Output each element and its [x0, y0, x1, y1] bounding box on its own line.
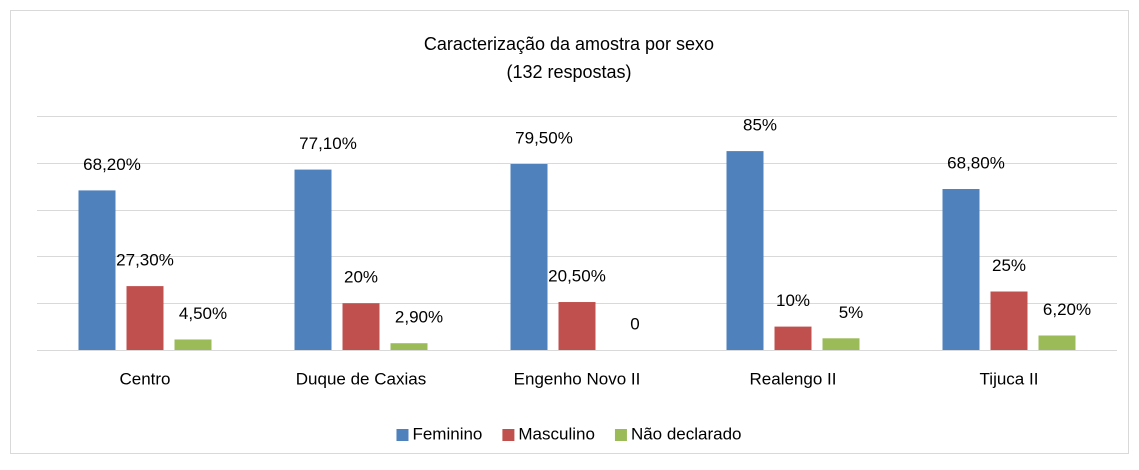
bar [174, 339, 212, 350]
bar [774, 326, 812, 350]
bar [510, 163, 548, 350]
chart-border [10, 10, 1129, 454]
legend-label: Masculino [518, 424, 595, 443]
legend-label: Não declarado [631, 424, 742, 443]
bar [822, 338, 860, 350]
x-tick-label: Tijuca II [980, 369, 1039, 388]
x-tick-label: Realengo II [750, 369, 837, 388]
data-label: 77,10% [299, 134, 357, 153]
data-label: 20,50% [548, 267, 606, 286]
data-label: 2,90% [395, 308, 443, 327]
data-label: 4,50% [179, 304, 227, 323]
bar [1038, 335, 1076, 350]
legend-label: Feminino [412, 424, 482, 443]
chart-subtitle: (132 respostas) [506, 62, 631, 82]
bar [726, 151, 764, 350]
bar [990, 291, 1028, 350]
bar [558, 302, 596, 350]
bar [342, 303, 380, 350]
bar [390, 343, 428, 350]
legend-swatch [396, 429, 409, 441]
x-tick-label: Centro [119, 369, 170, 388]
x-tick-label: Duque de Caxias [296, 369, 426, 388]
x-tick-label: Engenho Novo II [514, 369, 641, 388]
data-label: 5% [839, 303, 864, 322]
data-label: 25% [992, 256, 1026, 275]
data-label: 68,80% [947, 153, 1005, 172]
data-label: 20% [344, 268, 378, 287]
bar [942, 189, 980, 350]
data-label: 68,20% [83, 155, 141, 174]
legend-swatch [614, 429, 627, 441]
bar [78, 190, 116, 350]
legend-swatch [502, 429, 515, 441]
bar [126, 286, 164, 350]
data-label: 27,30% [116, 251, 174, 270]
data-label: 85% [743, 116, 777, 135]
chart-title: Caracterização da amostra por sexo [424, 34, 714, 54]
data-label: 10% [776, 291, 810, 310]
bar [294, 169, 332, 350]
data-label: 6,20% [1043, 300, 1091, 319]
data-label: 79,50% [515, 128, 573, 147]
data-label: 0 [630, 314, 639, 333]
